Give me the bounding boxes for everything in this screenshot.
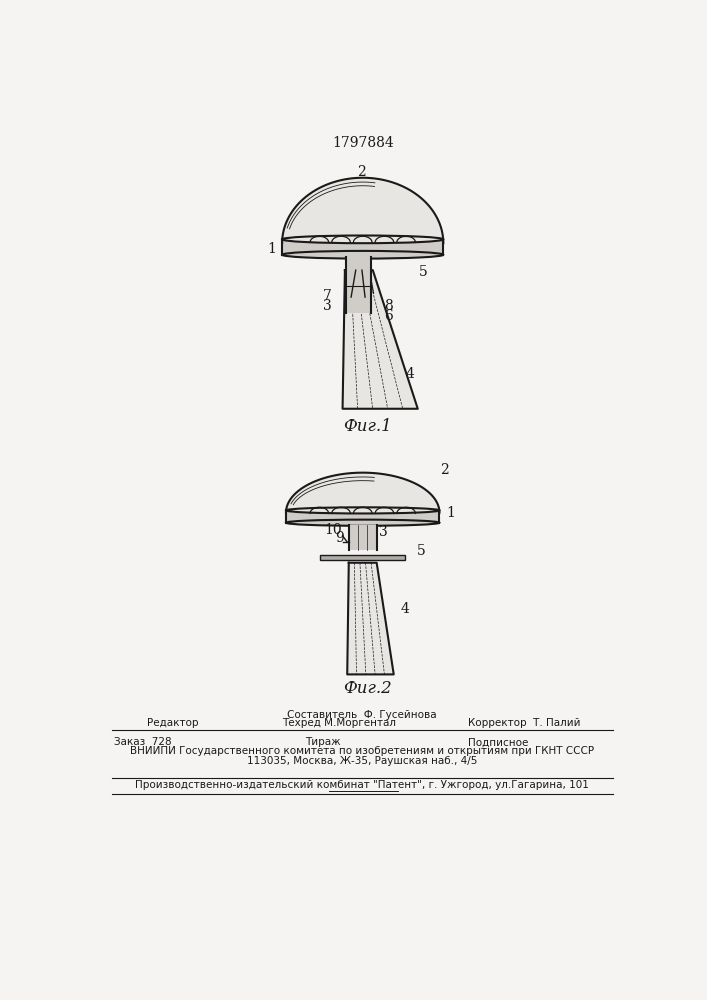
Text: Подписное: Подписное bbox=[468, 737, 529, 747]
Text: 10: 10 bbox=[325, 523, 342, 537]
Text: 3: 3 bbox=[378, 525, 387, 539]
Text: 2: 2 bbox=[357, 165, 366, 179]
Text: Фиг.1: Фиг.1 bbox=[343, 418, 392, 435]
Text: 5: 5 bbox=[417, 544, 426, 558]
Text: 3: 3 bbox=[322, 299, 332, 313]
Text: 6: 6 bbox=[384, 309, 392, 323]
Text: 1: 1 bbox=[447, 506, 455, 520]
Text: 7: 7 bbox=[322, 289, 332, 303]
Bar bbox=[320, 555, 405, 560]
Text: 9: 9 bbox=[335, 531, 344, 545]
Text: Тираж: Тираж bbox=[305, 737, 341, 747]
Polygon shape bbox=[343, 270, 418, 409]
Text: 2: 2 bbox=[440, 463, 449, 477]
Bar bbox=[349, 525, 377, 550]
Text: 1: 1 bbox=[268, 242, 276, 256]
Bar bbox=[346, 257, 371, 312]
Text: 4: 4 bbox=[400, 602, 409, 616]
Text: 5: 5 bbox=[419, 265, 428, 279]
Text: 1797884: 1797884 bbox=[332, 136, 394, 150]
Text: Производственно-издательский комбинат "Патент", г. Ужгород, ул.Гагарина, 101: Производственно-издательский комбинат "П… bbox=[135, 780, 589, 790]
Bar bbox=[282, 239, 443, 255]
Ellipse shape bbox=[286, 507, 440, 513]
Bar bbox=[286, 510, 440, 523]
Text: Фиг.2: Фиг.2 bbox=[343, 680, 392, 697]
Text: Корректор  Т. Палий: Корректор Т. Палий bbox=[468, 718, 580, 728]
Ellipse shape bbox=[282, 235, 443, 243]
Polygon shape bbox=[286, 473, 440, 513]
Text: Редактор: Редактор bbox=[146, 718, 198, 728]
Polygon shape bbox=[282, 178, 443, 243]
Text: 113035, Москва, Ж-35, Раушская наб., 4/5: 113035, Москва, Ж-35, Раушская наб., 4/5 bbox=[247, 756, 477, 766]
Polygon shape bbox=[347, 563, 394, 674]
Text: Составитель  Ф. Гусейнова: Составитель Ф. Гусейнова bbox=[287, 710, 437, 720]
Text: 8: 8 bbox=[384, 299, 392, 313]
Text: Заказ  728: Заказ 728 bbox=[114, 737, 172, 747]
Ellipse shape bbox=[282, 251, 443, 259]
Text: Техред М.Моргентал: Техред М.Моргентал bbox=[282, 718, 396, 728]
Ellipse shape bbox=[286, 520, 440, 526]
Text: ВНИИПИ Государственного комитета по изобретениям и открытиям при ГКНТ СССР: ВНИИПИ Государственного комитета по изоб… bbox=[130, 746, 594, 756]
Text: 4: 4 bbox=[406, 367, 414, 381]
